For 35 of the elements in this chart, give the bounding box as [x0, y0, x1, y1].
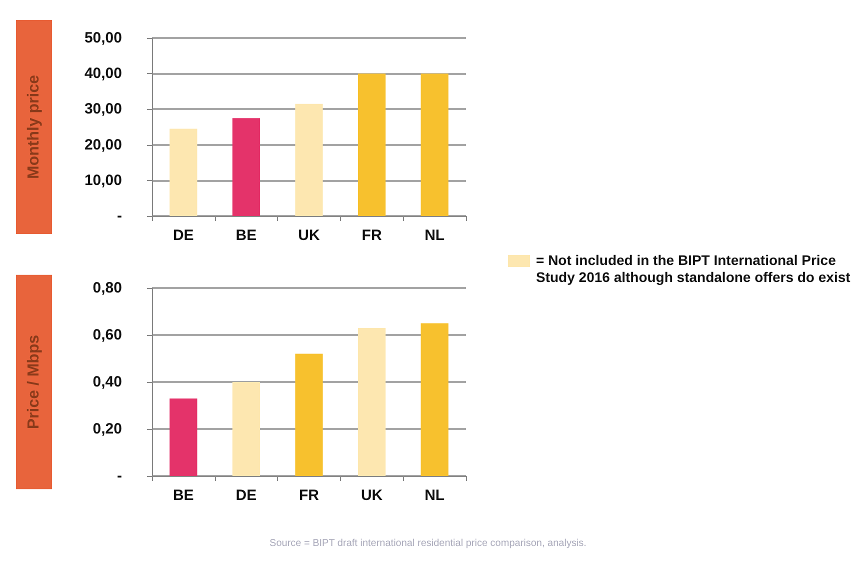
y-tick-label: 40,00 [84, 65, 122, 82]
bar [358, 328, 386, 476]
y-tick-label: - [117, 468, 122, 484]
bar [232, 382, 260, 476]
x-tick-label: FR [362, 227, 382, 244]
bar [170, 398, 198, 476]
y-axis-title: Monthly price [26, 74, 42, 180]
x-tick-label: DE [236, 487, 257, 504]
x-tick-label: FR [299, 487, 320, 504]
y-tick-label: 0,80 [92, 280, 122, 296]
y-axis-title: Price / Mbps [26, 334, 42, 430]
bar [358, 74, 386, 216]
y-tick-label: 0,60 [92, 326, 122, 344]
x-tick-label: UK [360, 487, 383, 504]
x-tick-label: NL [424, 227, 445, 244]
y-tick-label: - [117, 208, 122, 224]
bar [295, 354, 323, 476]
x-tick-label: BE [236, 227, 257, 244]
x-tick-label: BE [172, 487, 194, 504]
bar [170, 128, 198, 216]
y-tick-label: 0,20 [92, 420, 122, 438]
text: = Not included in the BIPT International Price Study 2016 although standalone offers do exist [536, 252, 852, 286]
y-tick-label: 30,00 [84, 100, 122, 118]
y-tick-label: 10,00 [84, 172, 122, 189]
x-tick-label: NL [424, 487, 445, 504]
y-tick-label: 50,00 [84, 30, 122, 46]
bar [420, 74, 448, 216]
bar [232, 118, 260, 216]
y-tick-label: 20,00 [84, 136, 122, 154]
x-tick-label: DE [172, 227, 194, 244]
bar [420, 323, 448, 476]
source-note: Source = BIPT draft international residential price comparison, analysis. [268, 538, 588, 549]
x-tick-label: UK [298, 227, 320, 244]
y-tick-label: 0,40 [92, 374, 122, 390]
bar [295, 104, 323, 216]
